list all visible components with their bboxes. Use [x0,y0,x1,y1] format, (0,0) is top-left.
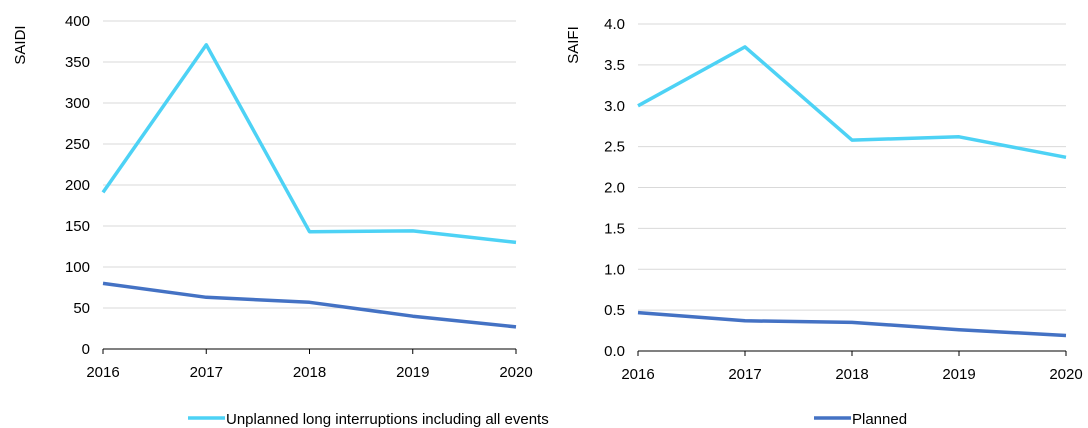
y-tick-label: 4.0 [604,16,625,33]
unplanned-series-line [637,45,1067,160]
y-tick-label: 400 [65,13,90,30]
x-tick-label: 2020 [1049,366,1082,383]
y-tick-label: 0.0 [604,343,625,360]
y-tick-label: 0.5 [604,302,625,319]
planned-series-line [637,310,1067,338]
y-tick-label: 1.5 [604,220,625,237]
y-tick-label: 200 [65,177,90,194]
y-tick-label: 0 [82,341,90,358]
x-tick-label: 2016 [86,364,119,381]
y-tick-label: 2.5 [604,139,625,156]
saidi-chart-panel: 0 50 100 150 200 250 300 350 400 2016 2017 2018 2019… [12,13,533,381]
y-axis-title: SAIFI [565,26,582,64]
y-tick-label: 350 [65,54,90,71]
x-tick-label: 2019 [396,364,429,381]
y-tick-label: 150 [65,218,90,235]
y-tick-label: 3.5 [604,57,625,74]
x-tick-label: 2019 [942,366,975,383]
y-tick-label: 100 [65,259,90,276]
x-tick-label: 2018 [293,364,326,381]
y-tick-label: 250 [65,136,90,153]
y-tick-label: 3.0 [604,98,625,115]
legend-label: Unplanned long interruptions including a… [226,411,549,428]
planned-series-line [102,281,517,329]
x-tick-label: 2016 [621,366,654,383]
chart-legend: Unplanned long interruptions including a… [188,411,907,428]
y-axis-title: SAIDI [12,25,29,64]
y-tick-label: 300 [65,95,90,112]
legend-label: Planned [852,411,907,428]
x-tick-label: 2017 [728,366,761,383]
unplanned-series-line [101,43,517,245]
y-tick-label: 2.0 [604,180,625,197]
x-tick-label: 2018 [835,366,868,383]
y-tick-label: 50 [73,300,90,317]
saifi-chart-panel: 0.0 0.5 1.0 1.5 2.0 2.5 3.0 3.5 4.0 2016 2017 2018 2… [565,16,1083,383]
y-tick-label: 1.0 [604,261,625,278]
x-tick-label: 2020 [499,364,532,381]
x-tick-label: 2017 [190,364,223,381]
